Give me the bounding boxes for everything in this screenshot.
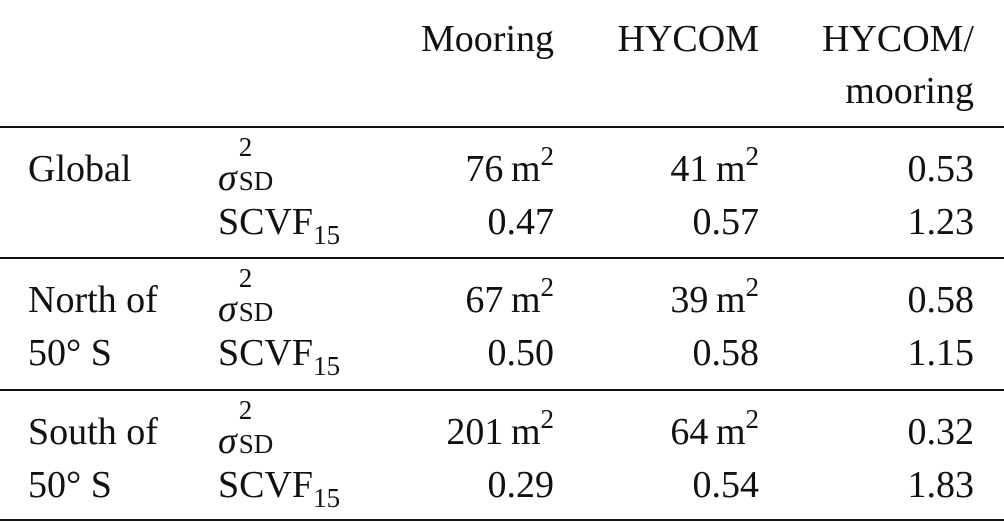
value: 41 [670, 148, 709, 190]
group-label-north-line2: 50° S [28, 332, 112, 374]
bottom-rule [0, 519, 1004, 521]
sigma-ratio-value: 0.58 [907, 279, 975, 321]
sigma-mooring-value: 76 m2 [465, 143, 554, 190]
sigma-sd-symbol: σ 2 SD [218, 397, 299, 462]
unit-sup: 2 [745, 272, 760, 302]
unit-sup: 2 [540, 272, 555, 302]
group-label-global: Global [28, 148, 132, 190]
group-label-north-line1: North of [28, 279, 158, 321]
scvf-sub: 15 [313, 483, 341, 513]
header-ratio-line2: mooring [845, 70, 974, 112]
sigma-glyph: σ [218, 288, 237, 330]
scvf-hycom-value: 0.54 [692, 464, 760, 506]
scvf-text: SCVF [218, 332, 314, 374]
unit-sup: 2 [540, 141, 555, 171]
scvf-mooring-value: 0.50 [487, 332, 555, 374]
header-rule [0, 126, 1004, 128]
sigma-sd-symbol: σ 2 SD [218, 265, 299, 330]
unit: m [715, 148, 746, 190]
scvf-ratio-value: 1.23 [907, 201, 975, 243]
sigma-sup: 2 [238, 263, 253, 293]
sigma-glyph: σ [218, 420, 237, 462]
scvf-symbol: SCVF15 [218, 464, 340, 512]
scvf-symbol: SCVF15 [218, 332, 340, 380]
unit-sup: 2 [540, 404, 555, 434]
unit-sup: 2 [745, 404, 760, 434]
scvf-ratio-value: 1.83 [907, 464, 975, 506]
unit: m [715, 411, 746, 453]
unit-sup: 2 [745, 141, 760, 171]
sigma-sub: SD [238, 429, 274, 459]
sigma-sub: SD [238, 166, 274, 196]
group-rule [0, 389, 1004, 391]
sigma-mooring-value: 201 m2 [446, 406, 554, 453]
group-label-south-line1: South of [28, 411, 158, 453]
unit: m [510, 411, 541, 453]
sigma-hycom-value: 41 m2 [670, 143, 759, 190]
sigma-ratio-value: 0.53 [907, 148, 975, 190]
scvf-mooring-value: 0.47 [487, 201, 555, 243]
value: 39 [670, 279, 709, 321]
value: 201 [446, 411, 504, 453]
header-hycom: HYCOM [617, 18, 759, 60]
sigma-glyph: σ [218, 157, 237, 199]
header-mooring: Mooring [421, 18, 554, 60]
scvf-mooring-value: 0.29 [487, 464, 555, 506]
value: 76 [465, 148, 504, 190]
sigma-sd-symbol: σ 2 SD [218, 134, 299, 199]
unit: m [510, 279, 541, 321]
group-rule [0, 257, 1004, 259]
scvf-text: SCVF [218, 201, 314, 243]
sigma-hycom-value: 39 m2 [670, 274, 759, 321]
header-ratio-line1: HYCOM/ [821, 18, 974, 60]
scvf-hycom-value: 0.57 [692, 201, 760, 243]
sigma-sup: 2 [238, 132, 253, 162]
group-label-south-line2: 50° S [28, 464, 112, 506]
unit: m [715, 279, 746, 321]
sigma-sup: 2 [238, 395, 253, 425]
scvf-symbol: SCVF15 [218, 201, 340, 249]
scvf-ratio-value: 1.15 [907, 332, 975, 374]
sigma-ratio-value: 0.32 [907, 411, 975, 453]
scvf-sub: 15 [313, 351, 341, 381]
scvf-text: SCVF [218, 464, 314, 506]
unit: m [510, 148, 541, 190]
value: 64 [670, 411, 709, 453]
sigma-mooring-value: 67 m2 [465, 274, 554, 321]
sigma-sub: SD [238, 297, 274, 327]
value: 67 [465, 279, 504, 321]
scvf-sub: 15 [313, 220, 341, 250]
scvf-hycom-value: 0.58 [692, 332, 760, 374]
sigma-hycom-value: 64 m2 [670, 406, 759, 453]
